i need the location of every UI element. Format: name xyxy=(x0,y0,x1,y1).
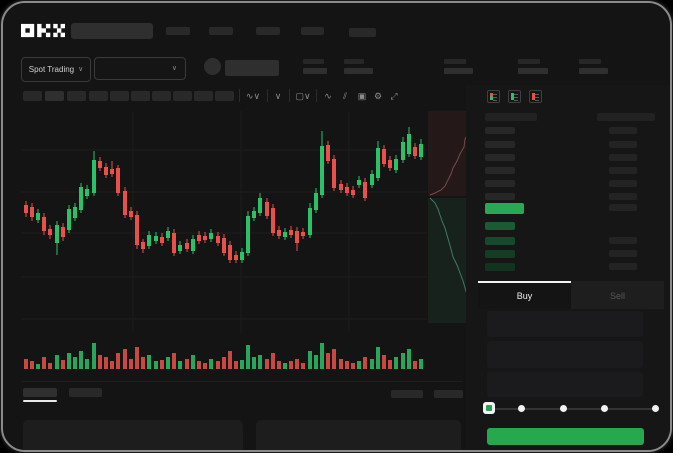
compare-icon[interactable]: ⫽ xyxy=(342,91,347,101)
toolbar-divider xyxy=(239,89,240,102)
nav-item-placeholder[interactable] xyxy=(301,27,324,35)
orderbook-header-placeholder xyxy=(485,113,537,121)
orderbook-amount-placeholder xyxy=(609,263,637,270)
price-input-placeholder[interactable] xyxy=(487,311,643,337)
orderbook-ask-row[interactable] xyxy=(485,154,515,161)
bottom-action-placeholder[interactable] xyxy=(391,390,423,398)
orderbook-amount-placeholder xyxy=(609,141,637,148)
nav-item-placeholder[interactable] xyxy=(209,27,233,35)
bottom-tab-placeholder[interactable] xyxy=(69,388,102,397)
interval-dropdown-icon[interactable]: ∨ xyxy=(274,91,282,101)
pair-name-placeholder xyxy=(225,60,279,76)
tab-buy[interactable]: Buy xyxy=(478,281,571,309)
orderbook-bid-row[interactable] xyxy=(485,237,515,245)
bottom-divider xyxy=(21,381,463,382)
orderbook-ask-row[interactable] xyxy=(485,180,515,187)
bottom-tab-active-placeholder[interactable] xyxy=(23,388,57,397)
nav-item-placeholder[interactable] xyxy=(349,28,376,37)
orderbook-ask-row[interactable] xyxy=(485,167,515,174)
timeframe-button[interactable] xyxy=(45,91,64,101)
slider-stop-dot[interactable] xyxy=(601,405,608,412)
chart-style-icon[interactable]: ∿∨ xyxy=(245,91,261,101)
bottom-action-placeholder[interactable] xyxy=(434,390,463,398)
nav-item-placeholder[interactable] xyxy=(166,27,190,35)
orderbook-amount-placeholder xyxy=(609,180,637,187)
timeframe-button[interactable] xyxy=(89,91,108,101)
amount-slider-track[interactable] xyxy=(491,408,657,410)
screenshot-icon[interactable]: ▣ xyxy=(357,91,367,101)
market-type-label: Spot Trading xyxy=(28,65,75,74)
timeframe-button[interactable] xyxy=(194,91,213,101)
bottom-panel-placeholder xyxy=(23,420,243,450)
header-search-placeholder[interactable] xyxy=(71,23,153,39)
orderbook-bid-row[interactable] xyxy=(485,250,515,258)
nav-item-placeholder[interactable] xyxy=(256,27,280,35)
timeframe-button[interactable] xyxy=(215,91,234,101)
indicators-icon[interactable]: ∿ xyxy=(324,91,332,101)
slider-stop-dot[interactable] xyxy=(560,405,567,412)
bids-book-icon[interactable] xyxy=(508,90,521,103)
combined-book-icon[interactable] xyxy=(487,90,500,103)
orderbook-amount-placeholder xyxy=(609,167,637,174)
timeframe-button[interactable] xyxy=(131,91,150,101)
toolbar-divider xyxy=(289,89,290,102)
trade-tabbar: Buy Sell xyxy=(478,281,664,309)
orderbook-amount-placeholder xyxy=(609,127,637,134)
orderbook-last-price[interactable] xyxy=(485,203,524,214)
coin-avatar xyxy=(204,58,221,75)
chart-settings-icon[interactable]: ⚙ xyxy=(373,91,383,101)
slider-stop-dot[interactable] xyxy=(652,405,659,412)
fullscreen-icon[interactable]: ⤢ xyxy=(390,91,398,101)
orderbook-amount-placeholder xyxy=(609,154,637,161)
timeframe-button[interactable] xyxy=(23,91,42,101)
orderbook-bid-row[interactable] xyxy=(485,222,515,230)
orderbook-ask-row[interactable] xyxy=(485,193,515,200)
okx-logo xyxy=(21,23,65,38)
orderbook-amount-placeholder xyxy=(609,204,637,211)
bottom-tab-underline xyxy=(23,400,57,402)
bottom-panel-placeholder xyxy=(256,420,461,450)
layout-template-icon[interactable]: ▢∨ xyxy=(295,91,311,101)
chevron-down-icon: ∨ xyxy=(78,66,84,73)
tab-sell[interactable]: Sell xyxy=(571,281,664,309)
chevron-down-icon: ∨ xyxy=(171,65,177,72)
market-type-selector[interactable]: Spot Trading ∨ xyxy=(21,57,91,82)
pair-selector-dropdown[interactable]: ∨ xyxy=(94,57,186,80)
orderbook-ask-row[interactable] xyxy=(485,141,515,148)
orderbook-amount-placeholder xyxy=(609,250,637,257)
timeframe-button[interactable] xyxy=(110,91,129,101)
timeframe-button[interactable] xyxy=(67,91,86,101)
timeframe-button[interactable] xyxy=(173,91,192,101)
orderbook-bid-row[interactable] xyxy=(485,263,515,271)
amount-slider-handle[interactable] xyxy=(483,402,495,414)
slider-stop-dot[interactable] xyxy=(518,405,525,412)
app-window: Spot Trading ∨ ∨ ∿∨ ∨ ▢∨ ∿ ⫽ ▣ ⚙ ⤢ xyxy=(3,3,670,450)
toolbar-divider xyxy=(316,89,317,102)
asks-book-icon[interactable] xyxy=(529,90,542,103)
candlestick-chart[interactable] xyxy=(21,109,427,373)
toolbar-divider xyxy=(267,89,268,102)
orderbook-ask-row[interactable] xyxy=(485,127,515,134)
orderbook-amount-placeholder xyxy=(609,237,637,244)
buy-submit-button[interactable] xyxy=(487,428,644,445)
total-input-placeholder[interactable] xyxy=(487,372,643,397)
amount-input-placeholder[interactable] xyxy=(487,341,643,368)
timeframe-button[interactable] xyxy=(152,91,171,101)
orderbook-header-placeholder xyxy=(597,113,655,121)
orderbook-amount-placeholder xyxy=(609,193,637,200)
